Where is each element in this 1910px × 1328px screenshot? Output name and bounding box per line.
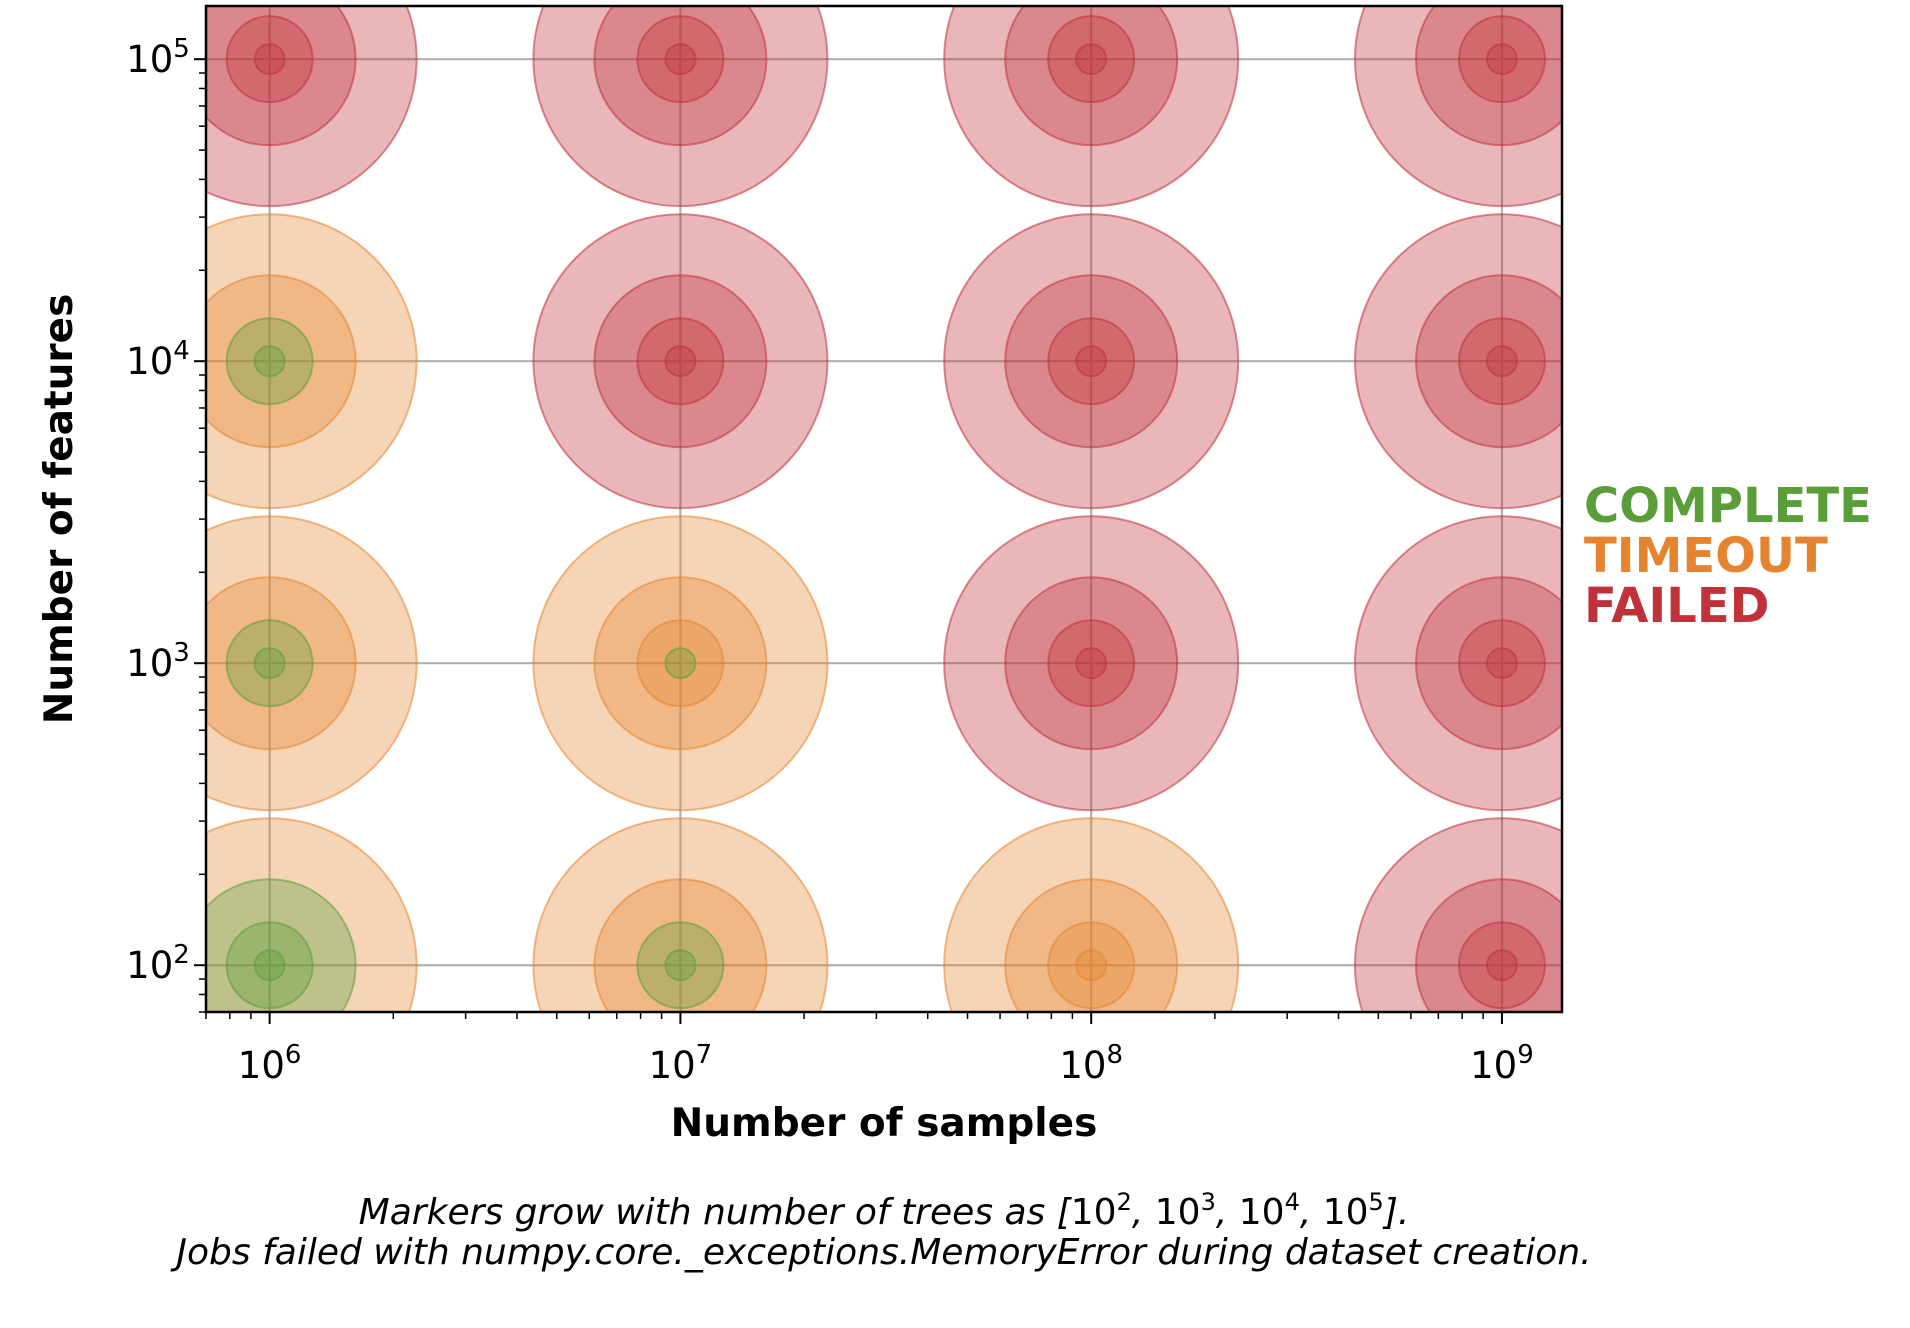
marker-complete (206, 878, 357, 1012)
marker-complete (225, 619, 314, 708)
marker-failed (664, 43, 697, 76)
x-tick-label: 107 (649, 1040, 713, 1087)
marker-timeout (593, 878, 768, 1012)
marker-failed (1485, 647, 1518, 680)
legend-entry-failed: FAILED (1584, 578, 1770, 634)
markers (206, 6, 1562, 1012)
marker-complete (253, 647, 286, 680)
marker-failed (593, 6, 768, 147)
marker-failed (1075, 43, 1108, 76)
marker-failed (664, 345, 697, 378)
marker-failed (206, 6, 418, 208)
marker-complete (253, 949, 286, 982)
marker-timeout (943, 817, 1240, 1012)
x-axis-title: Number of samples (671, 1101, 1098, 1146)
marker-failed (225, 15, 314, 104)
legend-entry-timeout: TIMEOUT (1584, 528, 1828, 584)
marker-failed (532, 213, 829, 510)
marker-failed (1075, 345, 1108, 378)
marker-failed (1457, 15, 1546, 104)
marker-timeout (532, 817, 829, 1012)
y-axis-ticks: 102 103 104 105 (126, 34, 206, 1013)
marker-failed (253, 43, 286, 76)
plot-frame (204, 4, 1564, 1014)
marker-timeout (206, 515, 418, 812)
marker-timeout (1047, 921, 1136, 1010)
marker-failed (636, 15, 725, 104)
y-axis-title: Number of features (37, 294, 82, 725)
marker-failed (1485, 345, 1518, 378)
x-axis-ticks: 106 107 108 109 (205, 1012, 1534, 1087)
marker-failed (1485, 43, 1518, 76)
marker-timeout (206, 576, 357, 751)
marker-failed (1004, 6, 1179, 147)
x-tick-label: 109 (1470, 1040, 1534, 1087)
marker-timeout (206, 213, 418, 510)
marker-complete (664, 647, 697, 680)
caption: Markers grow with number of trees as [10… (170, 1188, 1591, 1273)
marker-failed (1354, 817, 1562, 1012)
marker-timeout (532, 515, 829, 812)
marker-complete (253, 345, 286, 378)
caption-line-2: Jobs failed with numpy.core._exceptions.… (170, 1232, 1591, 1273)
marker-failed (1004, 576, 1179, 751)
caption-line-1: Markers grow with number of trees as [10… (359, 1188, 1410, 1233)
marker-failed (943, 213, 1240, 510)
marker-timeout (1075, 949, 1108, 982)
y-tick-label: 105 (126, 34, 190, 81)
marker-timeout (206, 274, 357, 449)
plot-background (206, 6, 1562, 1012)
x-tick-label: 106 (238, 1040, 302, 1087)
marker-failed (1414, 274, 1562, 449)
marker-failed (1004, 274, 1179, 449)
y-tick-label: 103 (126, 638, 190, 685)
marker-complete (664, 949, 697, 982)
y-tick-label: 104 (126, 336, 190, 383)
marker-failed (636, 317, 725, 406)
y-tick-label: 102 (126, 940, 190, 987)
marker-failed (1457, 921, 1546, 1010)
marker-complete (636, 921, 725, 1010)
marker-failed (943, 515, 1240, 812)
marker-failed (206, 6, 357, 147)
marker-failed (1075, 647, 1108, 680)
marker-failed (1354, 6, 1562, 208)
x-tick-label: 108 (1059, 1040, 1123, 1087)
marker-timeout (593, 576, 768, 751)
marker-failed (1047, 317, 1136, 406)
marker-failed (943, 6, 1240, 208)
marker-failed (593, 274, 768, 449)
grid (206, 6, 1562, 1012)
marker-failed (1414, 6, 1562, 147)
marker-failed (1485, 949, 1518, 982)
marker-failed (1457, 619, 1546, 708)
marker-failed (1457, 317, 1546, 406)
marker-timeout (1004, 878, 1179, 1012)
marker-timeout (206, 817, 418, 1012)
marker-failed (1414, 878, 1562, 1012)
legend-entry-complete: COMPLETE (1584, 478, 1872, 534)
marker-failed (1047, 15, 1136, 104)
marker-complete (225, 921, 314, 1010)
marker-failed (532, 6, 829, 208)
marker-failed (1047, 619, 1136, 708)
marker-failed (1414, 576, 1562, 751)
marker-timeout (636, 619, 725, 708)
marker-complete (225, 317, 314, 406)
